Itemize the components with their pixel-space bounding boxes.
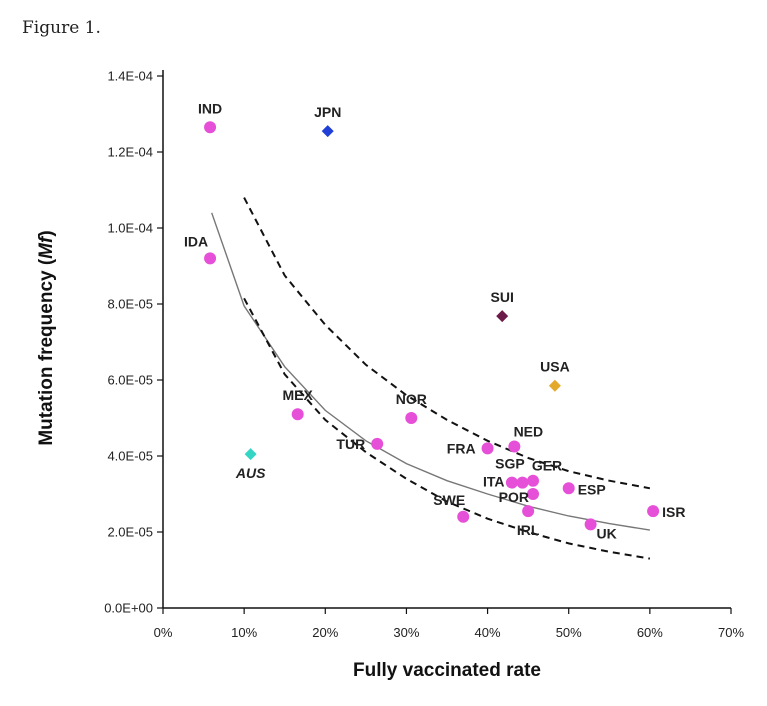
label-nor: NOR: [396, 391, 427, 407]
label-mex: MEX: [283, 387, 314, 403]
ci-upper-curve: [243, 197, 651, 490]
point-isr: [647, 505, 660, 518]
point-sui: [496, 310, 509, 323]
label-ger: GER: [532, 458, 562, 474]
label-ida: IDA: [184, 233, 208, 249]
point-esp: [562, 482, 575, 495]
point-usa: [548, 379, 561, 392]
point-ind: [204, 121, 217, 134]
point-ita: [516, 476, 529, 489]
y-axis-title-main: Mutation frequency (: [36, 258, 57, 446]
label-usa: USA: [540, 359, 570, 375]
y-tick-label: 1.4E-04: [107, 69, 153, 84]
y-tick-label: 1.0E-04: [107, 221, 153, 236]
point-irl: [522, 505, 535, 518]
y-tick-label: 8.0E-05: [107, 297, 153, 312]
label-sgp: SGP: [495, 456, 525, 472]
label-aus: AUS: [235, 465, 266, 481]
point-nor: [405, 412, 418, 424]
label-por: POR: [499, 489, 529, 505]
label-uk: UK: [597, 525, 617, 541]
point-mex: [291, 408, 304, 421]
y-axis-title-em: Mf: [36, 235, 57, 259]
x-tick-label: 30%: [393, 625, 419, 640]
label-esp: ESP: [578, 481, 606, 497]
point-aus: [244, 448, 257, 461]
ci-lower-curve: [243, 297, 651, 560]
label-jpn: JPN: [314, 104, 341, 120]
x-tick-label: 20%: [312, 625, 338, 640]
point-ger: [527, 474, 540, 487]
point-uk: [584, 518, 597, 531]
x-tick-label: 70%: [718, 625, 744, 640]
curves: [211, 197, 651, 560]
y-tick-label: 6.0E-05: [107, 373, 153, 388]
point-labels: IND IDA JPN SUI USA AUS MEX NOR TUR FRA NED SGP ITA G…: [184, 100, 685, 541]
label-fra: FRA: [447, 440, 476, 456]
x-axis-title: Fully vaccinated rate: [353, 660, 541, 681]
x-tick-label: 60%: [637, 625, 663, 640]
label-ita: ITA: [483, 474, 505, 490]
y-tick-label: 0.0E+00: [104, 601, 153, 616]
y-tick-label: 2.0E-05: [107, 525, 153, 540]
figure-label: Figure 1.: [22, 18, 101, 38]
label-irl: IRL: [517, 522, 540, 538]
x-tick-label: 0%: [154, 625, 173, 640]
x-tick-label: 40%: [475, 625, 501, 640]
label-isr: ISR: [662, 504, 685, 520]
label-ned: NED: [514, 424, 544, 440]
y-tick-label: 1.2E-04: [107, 145, 153, 160]
point-sgp: [505, 476, 518, 489]
x-tick-label: 10%: [231, 625, 257, 640]
label-ind: IND: [198, 100, 222, 116]
label-tur: TUR: [336, 436, 365, 452]
fit-curve: [211, 212, 651, 531]
label-sui: SUI: [491, 289, 514, 305]
y-axis-title-end: ): [36, 230, 57, 236]
point-tur: [371, 437, 384, 450]
point-ida: [204, 252, 217, 265]
points: [204, 121, 660, 531]
point-fra: [481, 442, 494, 455]
point-swe: [457, 510, 470, 523]
axes: 0.0E+00 2.0E-05 4.0E-05 6.0E-05 8.0E-05 1.0E-…: [104, 69, 744, 641]
label-swe: SWE: [433, 492, 465, 508]
point-jpn: [321, 125, 334, 138]
point-por: [527, 488, 540, 500]
y-axis-title: Mutation frequency (Mf): [36, 230, 57, 445]
y-tick-label: 4.0E-05: [107, 449, 153, 464]
point-ned: [508, 440, 521, 453]
x-tick-label: 50%: [556, 625, 582, 640]
